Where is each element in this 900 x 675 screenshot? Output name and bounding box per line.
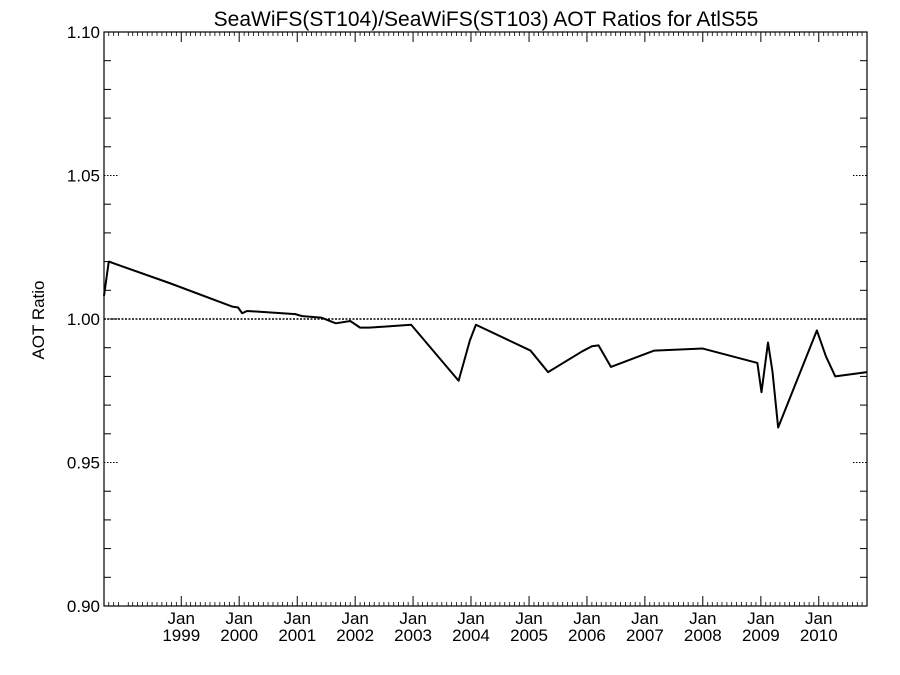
- x-tick-label-year: 2003: [394, 626, 432, 645]
- x-tick-label-year: 2007: [626, 626, 664, 645]
- x-tick-label-month: Jan: [168, 609, 195, 628]
- x-tick-label-month: Jan: [341, 609, 368, 628]
- x-tick-label-year: 2005: [510, 626, 548, 645]
- y-tick-label: 1.05: [67, 167, 100, 186]
- x-tick-label-year: 2010: [800, 626, 838, 645]
- y-axis: 0.90 0.95 1.00 1.05 1.10: [67, 23, 100, 616]
- x-tick-label-month: Jan: [747, 609, 774, 628]
- y-tick-label: 1.10: [67, 23, 100, 42]
- x-tick-label-month: Jan: [284, 609, 311, 628]
- x-tick-label-month: Jan: [805, 609, 832, 628]
- x-tick-label-month: Jan: [689, 609, 716, 628]
- x-tick-label-year: 1999: [162, 626, 200, 645]
- y-tick-label: 0.90: [67, 597, 100, 616]
- y-tick-label: 1.00: [67, 310, 100, 329]
- x-tick-label-month: Jan: [225, 609, 252, 628]
- x-tick-label-year: 2001: [278, 626, 316, 645]
- x-axis: Jan1999Jan2000Jan2001Jan2002Jan2003Jan20…: [108, 32, 863, 645]
- x-tick-label-year: 2006: [568, 626, 606, 645]
- x-tick-label-year: 2002: [336, 626, 374, 645]
- x-tick-label-year: 2000: [220, 626, 258, 645]
- series-line: [103, 260, 868, 429]
- y-tick-label: 0.95: [67, 454, 100, 473]
- chart-title: SeaWiFS(ST104)/SeaWiFS(ST103) AOT Ratios…: [214, 8, 759, 31]
- x-tick-label-month: Jan: [515, 609, 542, 628]
- x-tick-label-year: 2009: [742, 626, 780, 645]
- x-tick-label-month: Jan: [573, 609, 600, 628]
- x-tick-label-year: 2008: [684, 626, 722, 645]
- x-tick-label-month: Jan: [631, 609, 658, 628]
- x-tick-label-year: 2004: [452, 626, 490, 645]
- x-tick-label-month: Jan: [457, 609, 484, 628]
- x-tick-label-month: Jan: [399, 609, 426, 628]
- y-axis-label: AOT Ratio: [29, 280, 48, 359]
- series-group: [103, 260, 868, 429]
